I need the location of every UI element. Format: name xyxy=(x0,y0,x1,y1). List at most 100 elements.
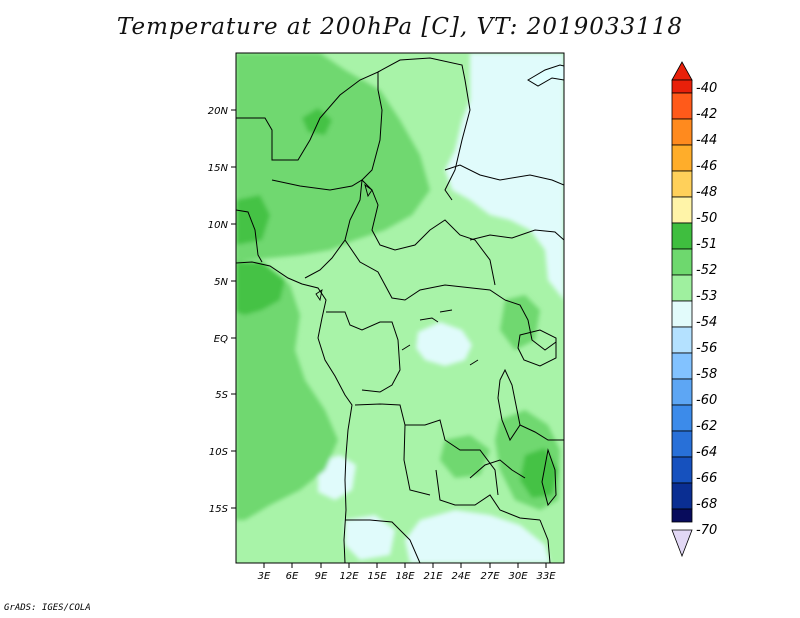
colorbar-swatch xyxy=(671,248,693,276)
colorbar-swatch xyxy=(671,274,693,302)
colorbar-swatch xyxy=(671,222,693,250)
lake-tanganyika-outline xyxy=(497,368,521,442)
border-east xyxy=(469,229,564,241)
lat-label: 15N xyxy=(208,163,229,174)
border-tanzania xyxy=(519,424,564,441)
warmest-area-southeast xyxy=(520,448,558,498)
lake-malawi-outline xyxy=(541,448,557,507)
lat-label: 5S xyxy=(215,390,228,401)
border-libya-sudan xyxy=(377,57,471,201)
colorbar-swatch xyxy=(671,144,693,172)
border-angola-zambia xyxy=(435,469,541,521)
border-west-africa xyxy=(236,209,263,263)
colorbar-swatch xyxy=(671,326,693,354)
colorbar-swatch xyxy=(671,300,693,328)
colorbar-label: -44 xyxy=(696,133,717,148)
colorbar-label: -52 xyxy=(696,263,717,278)
cold-area-northeast xyxy=(445,53,564,300)
warmest-area-gulf xyxy=(236,262,285,315)
lon-label: 21E xyxy=(423,571,443,582)
border-drc-angola xyxy=(354,403,499,496)
colorbar-swatch xyxy=(671,508,693,523)
lat-label: EQ xyxy=(214,334,228,345)
cold-area-south xyxy=(405,510,550,563)
longitude-axis: 3E 6E 9E 12E 15E 18E 21E 24E 27E 30E 33E xyxy=(258,563,556,582)
colorbar-swatch xyxy=(671,456,693,484)
colorbar-swatches xyxy=(671,79,693,523)
cold-area-south-2 xyxy=(318,455,356,500)
colorbar-label: -60 xyxy=(696,393,717,408)
lon-label: 15E xyxy=(367,571,387,582)
colorbar-label: -53 xyxy=(696,289,717,304)
red-sea-coast xyxy=(527,64,564,87)
credit-text: GrADS: IGES/COLA xyxy=(4,603,91,613)
warm-area-south-central xyxy=(440,435,490,478)
temperature-field xyxy=(236,53,564,563)
cold-area-congo xyxy=(416,322,472,366)
border-namibia xyxy=(345,519,421,563)
colorbar-swatch xyxy=(671,404,693,432)
colorbar-swatch xyxy=(671,352,693,380)
border-south-central xyxy=(403,424,431,496)
colorbar-swatch xyxy=(671,79,693,94)
lon-label: 6E xyxy=(286,571,299,582)
colorbar-swatch xyxy=(671,378,693,406)
colorbar-swatch xyxy=(671,170,693,198)
border-sahara-north xyxy=(236,71,383,181)
lon-label: 3E xyxy=(258,571,271,582)
lat-label: 10N xyxy=(208,220,229,231)
lat-label: 10S xyxy=(209,447,229,458)
colorbar-swatch xyxy=(671,118,693,146)
small-water-traces xyxy=(315,183,479,366)
colorbar-label: -58 xyxy=(696,367,717,382)
colorbar-swatch xyxy=(671,430,693,458)
lon-label: 33E xyxy=(536,571,556,582)
lon-label: 9E xyxy=(315,571,328,582)
colorbar-label: -54 xyxy=(696,315,717,330)
lat-label: 20N xyxy=(208,106,229,117)
colorbar-swatch xyxy=(671,92,693,120)
colorbar-label: -42 xyxy=(696,107,717,122)
warmest-area-north-spot xyxy=(302,108,332,135)
border-gabon-congo xyxy=(326,311,401,393)
colorbar-label: -56 xyxy=(696,341,717,356)
colorbar-labels: -40 -42 -44 -46 -48 -50 -51 -52 -53 -54 … xyxy=(696,81,717,538)
colorbar-bottom-arrow xyxy=(671,529,693,558)
lon-label: 30E xyxy=(508,571,528,582)
warm-area-east-rift xyxy=(500,295,540,350)
boundary-lines xyxy=(236,57,564,563)
border-zambia-drc xyxy=(469,459,526,479)
colorbar-label: -64 xyxy=(696,445,717,460)
lon-label: 18E xyxy=(395,571,415,582)
colorbar-label: -66 xyxy=(696,471,717,486)
border-car-congo xyxy=(344,239,506,301)
coastline-west xyxy=(236,261,353,563)
warmest-area-sahel xyxy=(236,195,270,245)
border-ethiopia xyxy=(444,164,564,186)
colorbar-swatch xyxy=(671,482,693,510)
plot-frame xyxy=(235,52,565,564)
lon-label: 27E xyxy=(480,571,500,582)
colorbar-top-arrow xyxy=(671,61,693,81)
colorbar-label: -68 xyxy=(696,497,717,512)
border-uganda-kenya xyxy=(504,299,557,351)
lat-label: 5N xyxy=(214,277,228,288)
latitude-axis: 20N 15N 10N 5N EQ 5S 10S 15S xyxy=(208,106,236,515)
warm-area-west-coast xyxy=(236,262,338,520)
colorbar-swatch xyxy=(671,196,693,224)
colorbar-label: -50 xyxy=(696,211,717,226)
lon-label: 12E xyxy=(339,571,359,582)
colorbar-label: -40 xyxy=(696,81,717,96)
colorbar-label: -48 xyxy=(696,185,717,200)
lake-victoria-outline xyxy=(517,329,557,367)
border-chad xyxy=(361,179,496,286)
colorbar-label: -51 xyxy=(696,237,717,252)
border-mozambique xyxy=(539,519,551,563)
map-title: Temperature at 200hPa [C], VT: 201903311… xyxy=(116,14,684,40)
border-nigeria-cameroon xyxy=(271,179,363,279)
lon-label: 24E xyxy=(451,571,471,582)
cold-area-southwest xyxy=(345,515,395,560)
colorbar: -40 -42 -44 -46 -48 -50 -51 -52 -53 -54 … xyxy=(671,61,717,558)
colorbar-label: -62 xyxy=(696,419,717,434)
